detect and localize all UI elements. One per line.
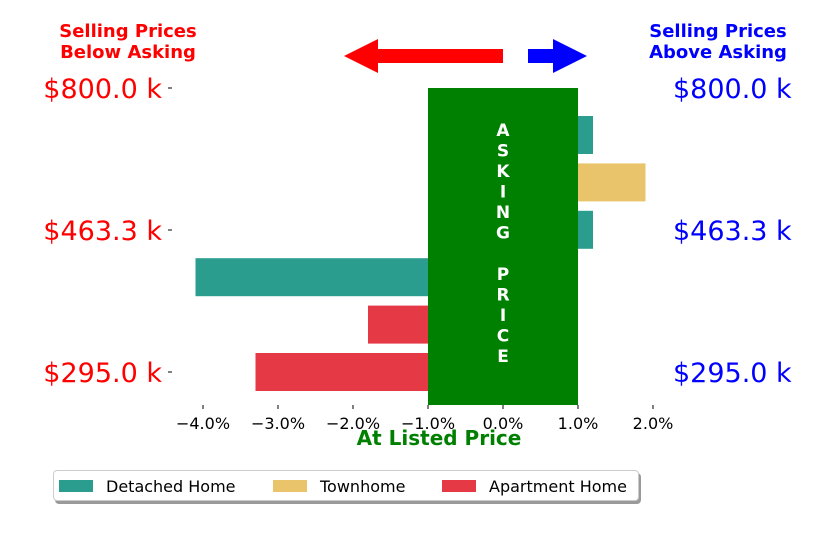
right-tick-label-1: $463.3 k — [673, 216, 792, 247]
asking-price-letter-2: K — [496, 162, 510, 182]
legend-swatch-townhome — [273, 480, 307, 492]
legend-item-detached: Detached Home — [59, 476, 236, 496]
left-tick-label-1: $463.3 k — [43, 216, 162, 247]
below-asking-header: Selling Prices Below Asking — [28, 21, 228, 63]
below-asking-line-1: Selling Prices — [59, 21, 197, 42]
asking-price-letter-5: G — [496, 224, 510, 244]
legend-label-townhome: Townhome — [320, 476, 406, 496]
asking-price-letter-9: I — [500, 306, 506, 326]
asking-price-letter-10: C — [497, 327, 509, 347]
x-tick-label-6: 2.0% — [633, 414, 674, 433]
right-tick-label-2: $295.0 k — [673, 358, 792, 389]
asking-price-letter-8: R — [496, 286, 509, 306]
above-asking-line-2: Above Asking — [649, 42, 787, 63]
asking-price-box — [428, 88, 578, 405]
asking-price-letter-0: A — [496, 121, 510, 141]
x-tick-label-2: −2.0% — [326, 414, 380, 433]
asking-price-letter-11: E — [497, 347, 509, 367]
x-tick-label-5: 1.0% — [558, 414, 599, 433]
legend-swatch-detached — [59, 480, 93, 492]
x-tick-label-4: 0.0% — [483, 414, 524, 433]
x-tick-label-0: −4.0% — [176, 414, 230, 433]
legend-label-detached: Detached Home — [106, 476, 236, 496]
x-tick-label-3: −1.0% — [401, 414, 455, 433]
x-axis-label: At Listed Price — [357, 426, 522, 450]
legend-swatch-apartment — [442, 480, 476, 492]
left-tick-label-0: $800.0 k — [43, 74, 162, 105]
asking-price-letter-3: I — [500, 183, 506, 203]
left-tick-label-2: $295.0 k — [43, 358, 162, 389]
right-arrow — [528, 39, 587, 73]
asking-price-letter-4: N — [496, 203, 510, 223]
legend-item-apartment: Apartment Home — [442, 476, 627, 496]
x-tick-label-1: −3.0% — [251, 414, 305, 433]
asking-price-letter-1: S — [497, 142, 509, 162]
right-tick-label-0: $800.0 k — [673, 74, 792, 105]
legend-label-apartment: Apartment Home — [489, 476, 627, 496]
legend: Detached Home Townhome Apartment Home — [53, 470, 639, 501]
asking-price-letter-7: P — [497, 265, 509, 285]
left-arrow — [344, 39, 503, 73]
below-asking-line-2: Below Asking — [60, 42, 196, 63]
above-asking-header: Selling Prices Above Asking — [618, 21, 818, 63]
above-asking-line-1: Selling Prices — [649, 21, 787, 42]
legend-item-townhome: Townhome — [273, 476, 405, 496]
